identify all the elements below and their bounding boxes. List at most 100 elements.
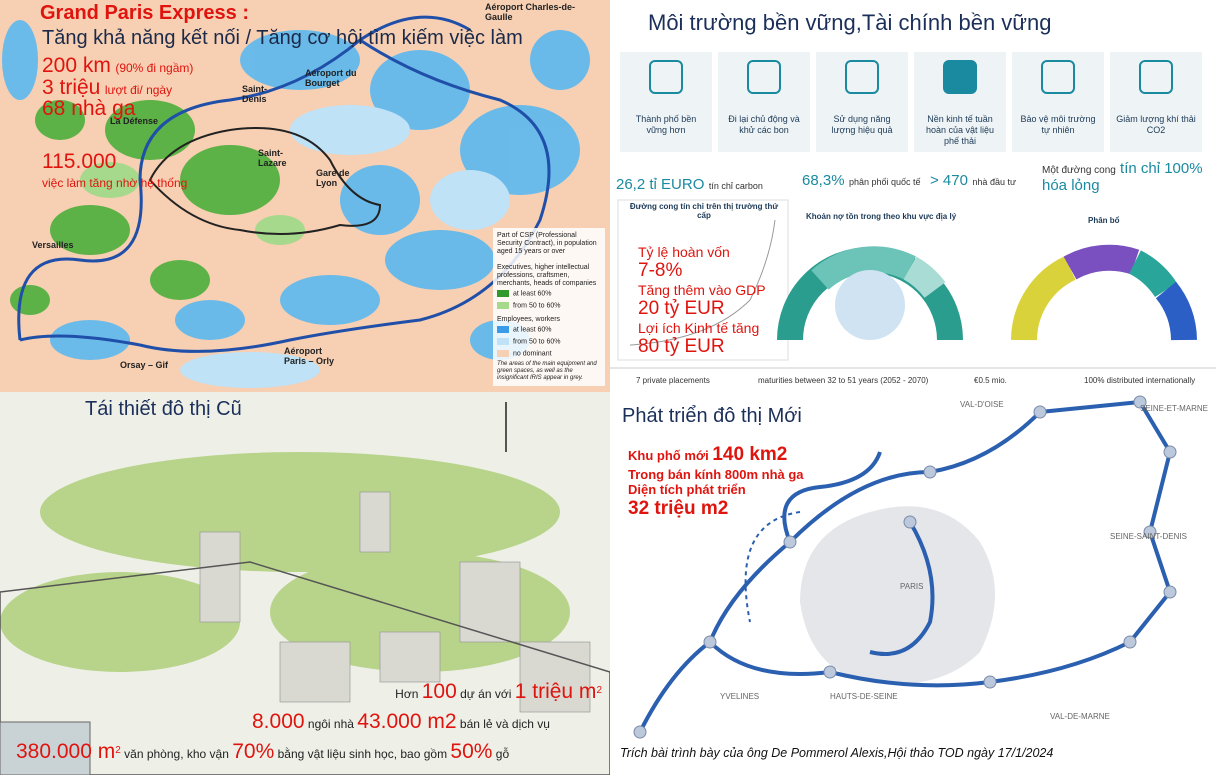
stat-value: 26,2 tỉ EURO [616, 176, 705, 193]
place: Aéroport du Bourget [305, 68, 357, 88]
footer-item: 7 private placements [636, 376, 710, 385]
legend-item: from 50 to 60% [497, 338, 560, 346]
curve-value: tín chỉ 100% [1120, 160, 1203, 177]
map-panel: Grand Paris Express : Tăng khả năng kết … [0, 0, 610, 392]
value: 380.000 m [16, 740, 116, 763]
text: bằng vật liệu sinh học, bao gồm [277, 747, 448, 761]
title: Môi trường bền vững,Tài chính bền vững [648, 10, 1052, 35]
footer-item: maturities between 32 to 51 years (2052 … [758, 376, 929, 385]
place: Orsay – Gif [120, 360, 169, 370]
icon-card: Sử dụng năng lượng hiệu quả [816, 52, 908, 152]
place: Gare de Lyon [316, 168, 350, 188]
place: Aéroport Charles-de-Gaulle [485, 2, 576, 22]
legend-label: from 50 to 60% [513, 338, 561, 346]
stat: 3 triệu lượt đi/ ngày [42, 76, 172, 100]
icon-label: Nền kinh tế tuần hoàn của vật liệu phế t… [925, 114, 995, 146]
stats: Khu phố mới 140 km2 Trong bán kính 800m … [628, 444, 804, 521]
legend: Part of CSP (Professional Security Contr… [493, 228, 605, 386]
region: YVELINES [720, 692, 760, 701]
value: 100 [421, 680, 457, 703]
region: VAL-DE-MARNE [1050, 712, 1110, 721]
metro-map [633, 395, 1177, 739]
stat-note: lượt đi/ ngày [104, 83, 173, 97]
new-urban-panel: Phát triển đô thị Mới Khu phố mới 140 km… [610, 392, 1216, 775]
region: PARIS [900, 582, 924, 591]
text: Hơn [395, 687, 419, 701]
subtitle: Tăng khả năng kết nối / Tăng cơ hội tìm … [42, 27, 523, 49]
place: Versailles [32, 240, 74, 250]
stat-value: 68,3% [802, 172, 845, 189]
footer-item: €0.5 mio. [974, 376, 1007, 385]
benefits: Tỷ lệ hoàn vốn 7-8% Tăng thêm vào GDP 20… [638, 244, 766, 358]
stat: 68,3% phân phối quốc tế [802, 172, 921, 190]
curve-note: Một đường cong tín chỉ 100% hóa lỏng [1042, 160, 1212, 194]
stat-note: phân phối quốc tế [849, 177, 921, 187]
stat-value: 3 triệu [42, 76, 101, 99]
icon-card: Thành phố bền vững hơn [620, 52, 712, 152]
benefit-value: 7-8% [638, 260, 683, 282]
benefit-label: Tăng thêm vào GDP [638, 281, 766, 298]
legend-label: no dominant [513, 350, 552, 358]
legend-item: at least 60% [497, 326, 552, 334]
region: SEINE-SAINT-DENIS [1110, 532, 1187, 541]
value: 140 km2 [712, 444, 788, 465]
stat-value: 68 nhà ga [42, 97, 136, 120]
stat-line: 8.000 ngôi nhà 43.000 m2 bán lẻ và dịch … [252, 710, 550, 734]
icon-label: Giảm lượng khí thải CO2 [1116, 114, 1196, 135]
region: SEINE-ET-MARNE [1140, 404, 1209, 413]
text: với [494, 687, 512, 701]
stat-line: 380.000 m2 văn phòng, kho vận 70% bằng v… [16, 740, 509, 764]
benefit-value: 20 tỷ EUR [638, 298, 725, 320]
place: Aéroport Paris – Orly [284, 346, 335, 366]
text: văn phòng, kho vận [124, 747, 229, 761]
value: 70% [232, 740, 275, 763]
value: 43.000 m2 [357, 710, 457, 733]
panel-title: Đường cong tín chỉ trên thị trường thứ c… [629, 202, 779, 220]
text: bán lẻ và dịch vụ [459, 717, 550, 731]
value: 50% [450, 740, 493, 763]
stat-note: tín chỉ carbon [708, 181, 763, 191]
charts-drawing [610, 199, 1216, 369]
icon-card: Bảo vệ môi trường tự nhiên [1012, 52, 1104, 152]
curve-prefix: Một đường cong [1042, 165, 1116, 176]
legend-label: at least 60% [513, 326, 552, 334]
stat: 200 km (90% đi ngầm) [42, 54, 193, 78]
title: Grand Paris Express : [40, 2, 249, 24]
benefit-label: Tỷ lệ hoàn vốn [638, 244, 730, 260]
credit: Trích bài trình bày của ông De Pommerol … [620, 746, 1054, 760]
superscript: 2 [115, 745, 121, 756]
region: VAL-D'OISE [960, 400, 1004, 409]
text: Diện tích phát triển [628, 482, 746, 498]
panel-title: Phân bổ [1088, 216, 1120, 225]
stat-value: 200 km [42, 54, 111, 77]
jobs-value: 115.000 [42, 150, 117, 173]
value: 1 triệu m [514, 680, 597, 703]
place: Saint-Lazare [258, 148, 287, 168]
sketch-drawing [0, 402, 610, 775]
title: Tái thiết đô thị Cũ [85, 398, 242, 420]
icon-label: Sử dụng năng lượng hiệu quả [831, 114, 893, 135]
place: Saint-Denis [242, 84, 268, 104]
stat-note: (90% đi ngầm) [115, 61, 194, 75]
text: Trong bán kính 800m nhà ga [628, 466, 804, 482]
urban-renewal-panel: Tái thiết đô thị Cũ Hơn 100 dự án với 1 … [0, 392, 610, 775]
legend-item: no dominant [497, 350, 552, 358]
map-drawing [2, 15, 590, 388]
region: HAUTS-DE-SEINE [830, 692, 898, 701]
legend-heading: Part of CSP (Professional Security Contr… [497, 232, 597, 256]
legend-group: Employees, workers [497, 316, 561, 323]
icon-label: Đi lại chủ động và khử các bon [728, 114, 800, 135]
finance-panel: Môi trường bền vững,Tài chính bền vững T… [610, 0, 1216, 392]
value: 32 triệu m2 [628, 497, 729, 519]
icon-label: Thành phố bền vững hơn [635, 114, 697, 135]
panel-title: Khoản nợ tồn trong theo khu vực địa lý [806, 212, 957, 221]
stat-value: > 470 [930, 172, 968, 189]
stat-line: Khu phố mới 140 km2 [628, 444, 804, 467]
place: La Défense [110, 116, 159, 126]
stat: 26,2 tỉ EURO tín chỉ carbon [616, 176, 763, 194]
icon-card: Giảm lượng khí thải CO2 [1110, 52, 1202, 152]
curve-suffix: hóa lỏng [1042, 177, 1100, 194]
text: dự án [460, 687, 492, 701]
icon-label: Bảo vệ môi trường tự nhiên [1020, 114, 1096, 135]
benefit-value: 80 tỷ EUR [638, 335, 725, 357]
